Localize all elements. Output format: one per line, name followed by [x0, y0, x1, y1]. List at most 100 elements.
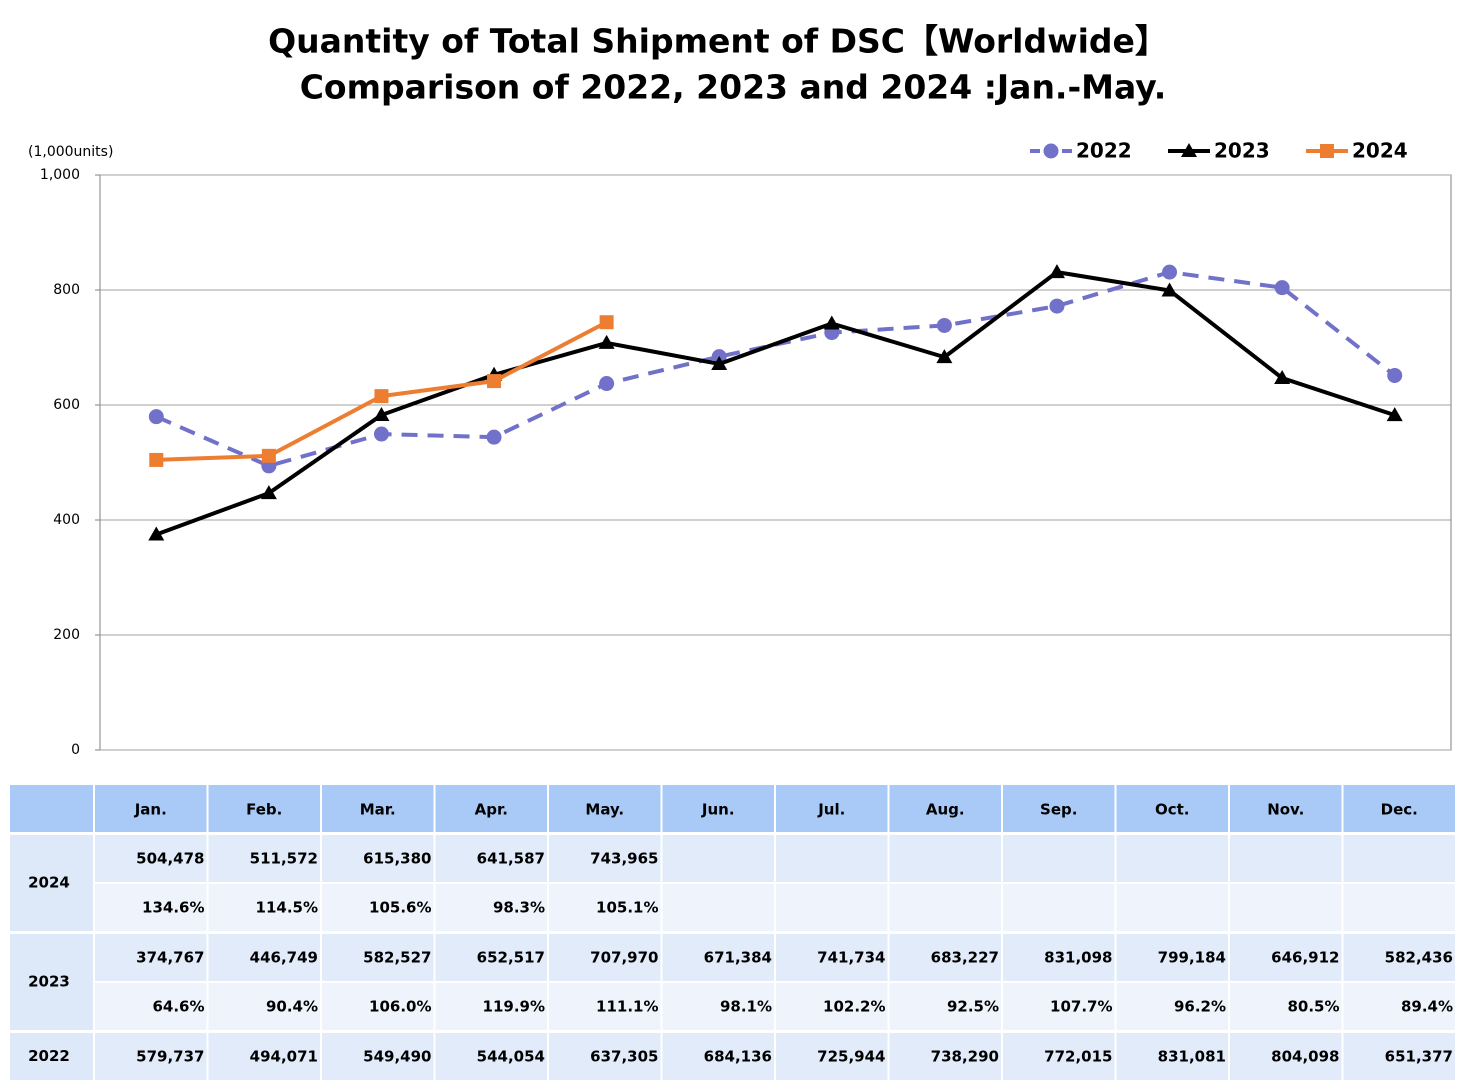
table-header-label: Feb.: [246, 801, 282, 819]
data-point: [1274, 280, 1290, 296]
table-header-cell: [889, 785, 1001, 832]
table-cell: [1116, 884, 1228, 931]
table-cell: [1003, 835, 1115, 882]
table-cell: [435, 835, 547, 882]
table-cell-text: 582,527: [363, 949, 431, 967]
table-cell-text: 80.5%: [1287, 998, 1339, 1016]
table-cell-text: 111.1%: [596, 998, 658, 1016]
table-cell: [1116, 934, 1228, 981]
table-cell: [1003, 1033, 1115, 1080]
table-header-cell: [662, 785, 774, 832]
table-header-cell: [95, 785, 207, 832]
table-row-header: [10, 1033, 93, 1080]
data-point: [148, 526, 165, 541]
chart-title: Quantity of Total Shipment of DSC【Worldw…: [268, 22, 1168, 61]
table-cell: [208, 884, 320, 931]
table-cell-text: 799,184: [1158, 949, 1226, 967]
table-header-label: May.: [585, 801, 624, 819]
y-tick-label: 400: [53, 512, 80, 528]
table-cell: [1116, 983, 1228, 1030]
table-cell-text: 725,944: [817, 1048, 885, 1066]
table-cell-text: 98.3%: [493, 899, 545, 917]
table-cell: [662, 983, 774, 1030]
table-cell-text: 504,478: [136, 850, 204, 868]
table-cell: [95, 1033, 207, 1080]
data-point: [261, 448, 276, 463]
table-cell: [435, 1033, 547, 1080]
table-header-cell: [435, 785, 547, 832]
table-cell-text: 105.6%: [369, 899, 431, 917]
table-cell-text: 102.2%: [823, 998, 885, 1016]
table-cell: [435, 983, 547, 1030]
table-cell: [95, 835, 207, 882]
table-cell: [1343, 835, 1455, 882]
table-cell: [549, 1033, 661, 1080]
table-cell: [549, 934, 661, 981]
chart-subtitle: Comparison of 2022, 2023 and 2024 :Jan.-…: [300, 68, 1167, 107]
data-point: [1386, 407, 1403, 422]
data-point: [936, 317, 952, 333]
table-header-cell: [10, 785, 93, 832]
table-cell-text: 741,734: [817, 949, 885, 967]
data-point: [1162, 264, 1178, 280]
table-cell: [208, 934, 320, 981]
table-header-label: Jan.: [134, 801, 167, 819]
data-point: [1274, 370, 1291, 385]
table-cell-text: 544,054: [477, 1048, 545, 1066]
table-cell-text: 96.2%: [1174, 998, 1226, 1016]
table-cell-text: 494,071: [250, 1048, 318, 1066]
table-cell: [662, 1033, 774, 1080]
table-cell-text: 107.7%: [1050, 998, 1112, 1016]
table-cell-text: 119.9%: [483, 998, 545, 1016]
table-cell-text: 651,377: [1385, 1048, 1453, 1066]
table-cell: [889, 934, 1001, 981]
table-cell-text: 738,290: [931, 1048, 999, 1066]
table-header-label: Mar.: [360, 801, 396, 819]
table-cell: [662, 835, 774, 882]
table-cell-text: 90.4%: [266, 998, 318, 1016]
table-cell: [776, 1033, 888, 1080]
table-cell-text: 671,384: [704, 949, 772, 967]
y-axis-label: (1,000units): [28, 144, 113, 160]
table-header-label: Dec.: [1381, 801, 1418, 819]
data-point: [487, 374, 502, 389]
table-cell: [208, 983, 320, 1030]
table-cell: [208, 1033, 320, 1080]
table-cell-text: 831,098: [1044, 949, 1112, 967]
table-cell-text: 683,227: [931, 949, 999, 967]
legend-marker: [1320, 144, 1334, 158]
table-cell: [322, 835, 434, 882]
data-point: [711, 355, 728, 370]
table-header-cell: [1343, 785, 1455, 832]
table-cell-text: 831,081: [1158, 1048, 1226, 1066]
y-tick-label: 1,000: [40, 167, 80, 183]
table-header-label: Apr.: [475, 801, 508, 819]
legend-label: 2022: [1076, 139, 1132, 163]
table-row-label: 2024: [28, 874, 70, 892]
data-point: [936, 349, 953, 364]
table-header-label: Jun.: [701, 801, 735, 819]
y-tick-label: 200: [53, 627, 80, 643]
table-cell: [549, 835, 661, 882]
table-cell: [776, 835, 888, 882]
y-tick-label: 600: [53, 397, 80, 413]
table-cell: [662, 934, 774, 981]
table-header-label: Oct.: [1155, 801, 1190, 819]
data-point: [1387, 367, 1403, 383]
data-point: [260, 485, 277, 500]
table-row-header: [10, 835, 93, 931]
table-cell: [889, 884, 1001, 931]
data-point: [599, 315, 614, 330]
table-cell-text: 134.6%: [142, 899, 204, 917]
table-cell: [776, 884, 888, 931]
data-point: [486, 429, 502, 445]
table-header-cell: [1003, 785, 1115, 832]
table-cell: [95, 983, 207, 1030]
table-row-label: 2023: [28, 973, 70, 991]
table-header-label: Aug.: [926, 801, 965, 819]
table-cell: [776, 934, 888, 981]
data-point: [373, 426, 389, 442]
table-cell: [1343, 934, 1455, 981]
table-cell: [95, 884, 207, 931]
